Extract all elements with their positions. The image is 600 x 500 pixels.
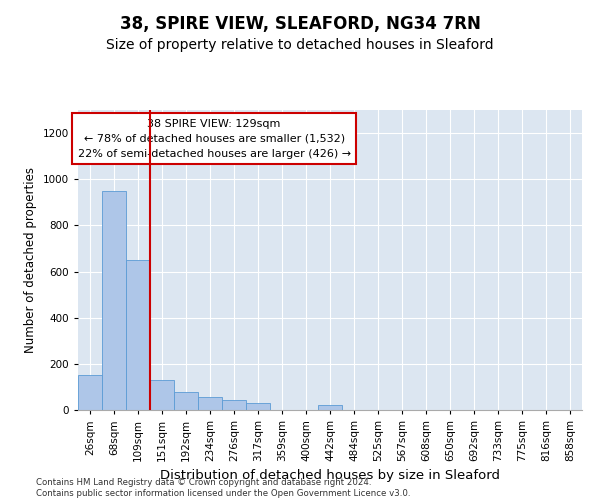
Text: Size of property relative to detached houses in Sleaford: Size of property relative to detached ho…	[106, 38, 494, 52]
Text: 38, SPIRE VIEW, SLEAFORD, NG34 7RN: 38, SPIRE VIEW, SLEAFORD, NG34 7RN	[119, 15, 481, 33]
Bar	[222, 400, 246, 410]
Bar	[198, 398, 222, 410]
Bar	[318, 406, 342, 410]
Bar	[78, 376, 102, 410]
Bar	[150, 380, 174, 410]
Text: 38 SPIRE VIEW: 129sqm
← 78% of detached houses are smaller (1,532)
22% of semi-d: 38 SPIRE VIEW: 129sqm ← 78% of detached …	[77, 119, 350, 158]
Bar	[246, 403, 270, 410]
Bar	[174, 392, 198, 410]
Y-axis label: Number of detached properties: Number of detached properties	[24, 167, 37, 353]
X-axis label: Distribution of detached houses by size in Sleaford: Distribution of detached houses by size …	[160, 470, 500, 482]
Text: Contains HM Land Registry data © Crown copyright and database right 2024.
Contai: Contains HM Land Registry data © Crown c…	[36, 478, 410, 498]
Bar	[102, 191, 126, 410]
Bar	[126, 260, 150, 410]
